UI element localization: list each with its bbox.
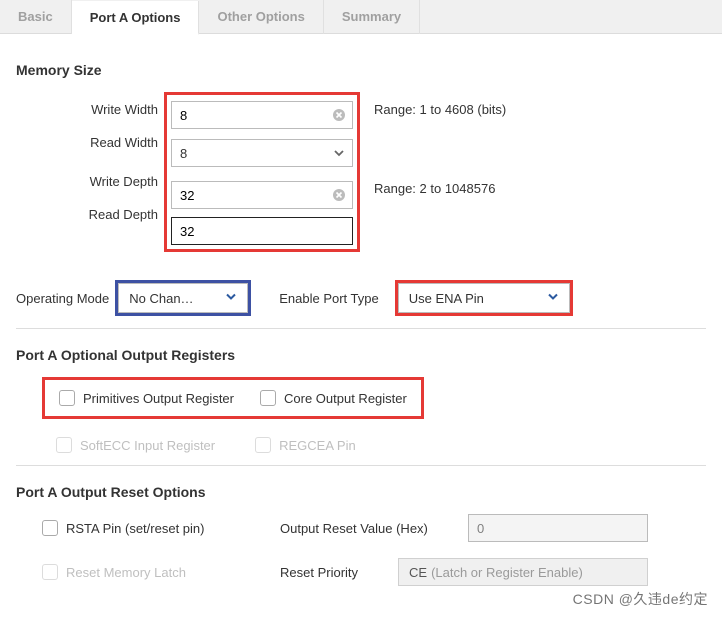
tab-summary[interactable]: Summary bbox=[324, 0, 420, 34]
write-depth-label: Write Depth bbox=[44, 174, 164, 189]
rsta-pin-checkbox[interactable]: RSTA Pin (set/reset pin) bbox=[42, 520, 262, 536]
rsta-pin-label: RSTA Pin (set/reset pin) bbox=[66, 521, 204, 536]
operating-mode-value: No Chan… bbox=[129, 291, 193, 306]
write-width-label: Write Width bbox=[44, 102, 164, 117]
read-depth-label: Read Depth bbox=[44, 207, 164, 222]
reset-priority-select[interactable]: CE (Latch or Register Enable) bbox=[398, 558, 648, 586]
reset-priority-hint: (Latch or Register Enable) bbox=[431, 565, 583, 580]
memory-size-title: Memory Size bbox=[16, 62, 706, 78]
reset-priority-value: CE bbox=[409, 565, 427, 580]
write-depth-input[interactable] bbox=[171, 181, 353, 209]
primitives-output-register-checkbox[interactable]: Primitives Output Register bbox=[59, 390, 234, 406]
core-output-register-label: Core Output Register bbox=[284, 391, 407, 406]
reset-options-title: Port A Output Reset Options bbox=[16, 484, 706, 500]
write-width-input[interactable] bbox=[171, 101, 353, 129]
reset-priority-label: Reset Priority bbox=[280, 565, 380, 580]
regcea-pin-checkbox: REGCEA Pin bbox=[255, 437, 356, 453]
chevron-down-icon bbox=[547, 291, 559, 306]
tab-bar: Basic Port A Options Other Options Summa… bbox=[0, 0, 722, 34]
core-output-register-checkbox[interactable]: Core Output Register bbox=[260, 390, 407, 406]
operating-mode-select[interactable]: No Chan… bbox=[118, 283, 248, 313]
read-width-value: 8 bbox=[180, 146, 187, 161]
chevron-down-icon bbox=[225, 291, 237, 306]
tab-basic[interactable]: Basic bbox=[0, 0, 72, 34]
output-reset-value-label: Output Reset Value (Hex) bbox=[280, 521, 450, 536]
operating-mode-label: Operating Mode bbox=[16, 291, 109, 306]
output-reset-value-input[interactable] bbox=[468, 514, 648, 542]
read-width-select[interactable]: 8 bbox=[171, 139, 353, 167]
read-width-label: Read Width bbox=[44, 135, 164, 150]
regcea-pin-label: REGCEA Pin bbox=[279, 438, 356, 453]
write-depth-range: Range: 2 to 1048576 bbox=[374, 181, 506, 196]
enable-port-type-value: Use ENA Pin bbox=[409, 291, 484, 306]
reset-memory-latch-label: Reset Memory Latch bbox=[66, 565, 186, 580]
tab-port-a-options[interactable]: Port A Options bbox=[72, 1, 200, 35]
softecc-input-register-checkbox: SoftECC Input Register bbox=[56, 437, 215, 453]
memory-size-group: 8 bbox=[164, 92, 360, 252]
enable-port-type-select[interactable]: Use ENA Pin bbox=[398, 283, 570, 313]
tab-other-options[interactable]: Other Options bbox=[199, 0, 323, 34]
output-registers-title: Port A Optional Output Registers bbox=[16, 347, 706, 363]
write-width-range: Range: 1 to 4608 (bits) bbox=[374, 102, 506, 117]
primitives-output-register-label: Primitives Output Register bbox=[83, 391, 234, 406]
read-depth-input[interactable] bbox=[171, 217, 353, 245]
reset-memory-latch-checkbox: Reset Memory Latch bbox=[42, 564, 262, 580]
softecc-input-register-label: SoftECC Input Register bbox=[80, 438, 215, 453]
output-registers-group: Primitives Output Register Core Output R… bbox=[42, 377, 424, 419]
enable-port-type-label: Enable Port Type bbox=[279, 291, 379, 306]
